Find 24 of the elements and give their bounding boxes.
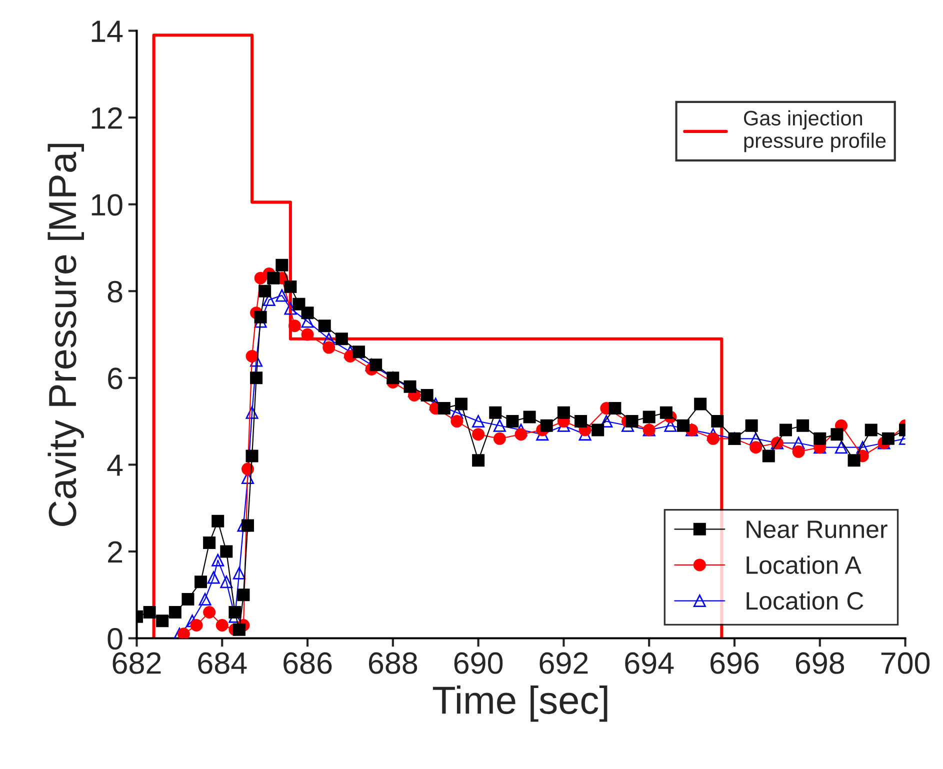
x-tick-label: 682 [112, 652, 161, 674]
legend-label: Location A [746, 556, 862, 574]
x-tick-label: 690 [454, 652, 503, 674]
legend-label: Gas injection pressure profile [744, 110, 886, 152]
y-tick-label: 2 [108, 541, 122, 563]
x-tick-label: 684 [198, 652, 247, 674]
legend-label: Location C [746, 591, 864, 610]
y-tick-label: 4 [107, 454, 123, 476]
y-tick-label: 10 [92, 194, 122, 216]
x-tick-label: 700 [881, 652, 930, 674]
y-tick-label: 14 [92, 20, 123, 42]
y-tick-label: 0 [108, 628, 122, 650]
y-axis-title: Cavity Pressure [MPa] [48, 144, 84, 526]
x-tick-label: 696 [710, 652, 759, 674]
x-tick-label: 686 [284, 652, 332, 674]
y-tick-label: 8 [108, 280, 122, 302]
x-tick-label: 688 [368, 652, 418, 674]
x-axis-title: Time [sec] [432, 686, 608, 722]
x-tick-label: 698 [796, 652, 844, 674]
legend-label: Near Runner [746, 520, 888, 538]
y-tick-label: 12 [92, 107, 122, 129]
x-tick-label: 692 [540, 652, 588, 674]
x-tick-label: 694 [625, 652, 674, 674]
y-tick-label: 6 [108, 368, 122, 390]
